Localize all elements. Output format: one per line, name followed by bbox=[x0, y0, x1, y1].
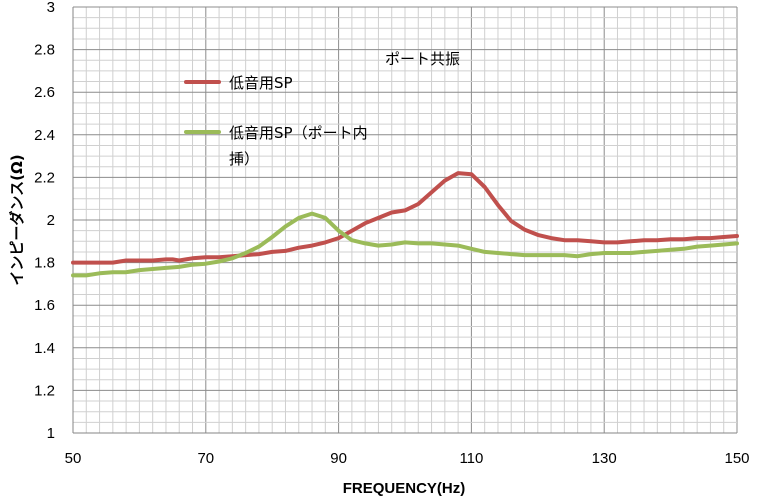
x-tick-label: 50 bbox=[65, 450, 82, 467]
y-tick-label: 1.4 bbox=[34, 340, 55, 357]
y-tick-label: 1.2 bbox=[34, 382, 55, 399]
x-axis-label: FREQUENCY(Hz) bbox=[343, 480, 466, 497]
y-tick-label: 1.8 bbox=[34, 255, 55, 272]
y-tick-label: 1.6 bbox=[34, 297, 55, 314]
x-tick-label: 150 bbox=[724, 450, 749, 467]
grid bbox=[72, 6, 738, 434]
x-tick-label: 90 bbox=[330, 450, 347, 467]
y-tick-label: 1 bbox=[47, 425, 55, 442]
axes bbox=[72, 7, 737, 434]
x-tick-label: 70 bbox=[197, 450, 214, 467]
series-line-speaker bbox=[71, 171, 739, 265]
y-tick-label: 2.2 bbox=[34, 169, 55, 186]
tick-labels: 50 70 90 110 130 150 1 1.2 1.4 1.6 1.8 2 2.2 2.4 2.6 2.… bbox=[34, 0, 749, 467]
annotation-port-resonance: ポート共振 bbox=[385, 50, 460, 68]
legend-label: 低音用SP（ポート内 bbox=[229, 124, 368, 142]
y-axis-label: インピーダンス(Ω) bbox=[8, 154, 26, 285]
x-tick-label: 110 bbox=[459, 450, 483, 467]
legend-label: 挿） bbox=[229, 150, 259, 168]
legend-label: 低音用SP bbox=[229, 74, 293, 92]
series-line-port-inserted bbox=[71, 211, 739, 278]
y-tick-label: 2.8 bbox=[34, 42, 55, 59]
x-tick-label: 130 bbox=[592, 450, 617, 467]
y-tick-label: 2 bbox=[47, 212, 55, 229]
y-tick-label: 3 bbox=[47, 0, 55, 16]
series-lines bbox=[71, 171, 739, 278]
y-tick-label: 2.6 bbox=[34, 84, 55, 101]
y-tick-label: 2.4 bbox=[34, 127, 55, 144]
